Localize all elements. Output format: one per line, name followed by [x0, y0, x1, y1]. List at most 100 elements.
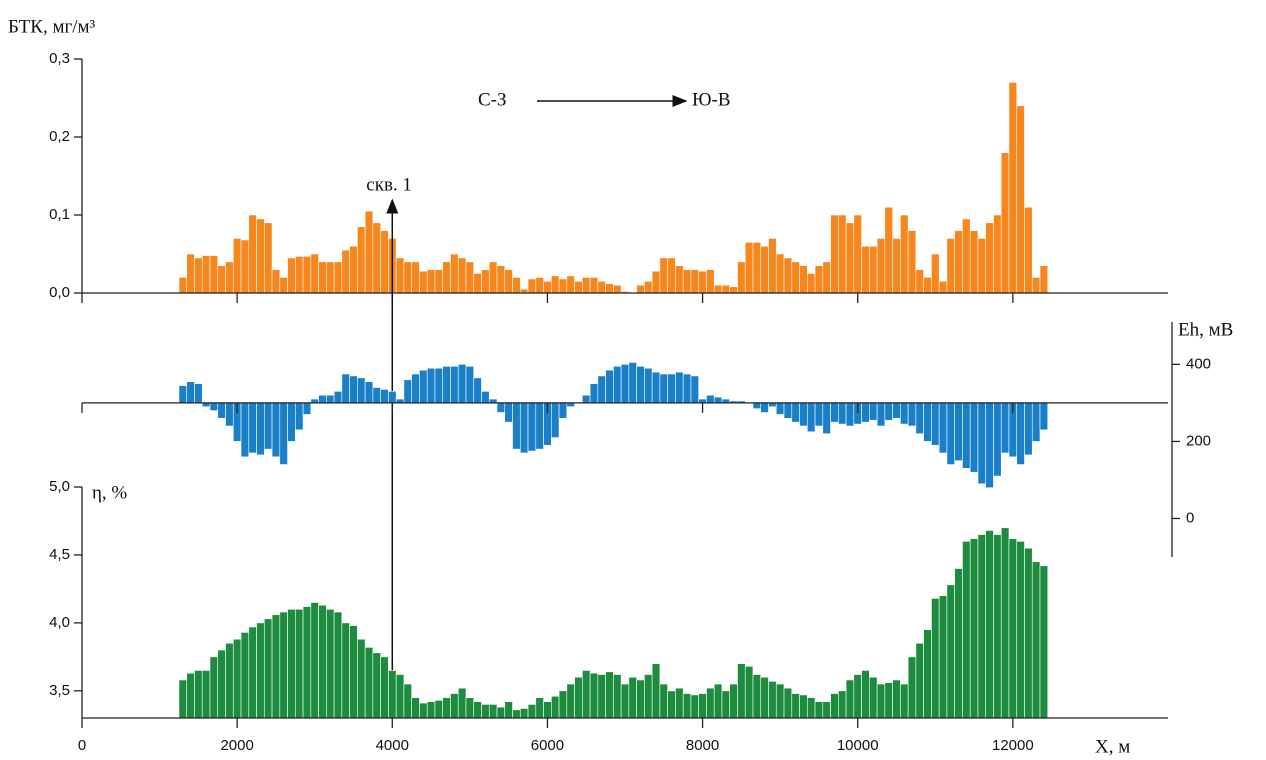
bar — [566, 275, 575, 294]
bar — [628, 676, 637, 719]
bar — [186, 381, 195, 404]
bar — [225, 402, 234, 427]
bar — [357, 638, 366, 719]
bar — [977, 534, 987, 719]
bar — [690, 269, 699, 294]
bar — [403, 379, 412, 404]
bar — [822, 261, 831, 294]
bar — [845, 679, 855, 719]
x-tick-label: 10000 — [837, 737, 879, 754]
bar — [582, 277, 591, 294]
bar — [845, 402, 855, 427]
bar — [651, 371, 661, 404]
bar — [613, 366, 622, 404]
bar — [636, 366, 645, 404]
bar — [527, 704, 537, 719]
bar — [737, 663, 746, 719]
bar — [900, 683, 909, 719]
y-tick-label: 0,1 — [49, 206, 70, 223]
bar — [457, 687, 467, 719]
bar — [217, 265, 226, 294]
bar — [488, 704, 498, 719]
bar — [830, 693, 839, 719]
bar — [760, 245, 769, 294]
bar — [744, 666, 754, 719]
bar — [907, 656, 917, 719]
bar — [1031, 402, 1041, 442]
bar — [713, 284, 723, 294]
bar — [535, 697, 544, 719]
bar — [682, 693, 692, 719]
bar — [993, 534, 1002, 719]
bar — [240, 239, 250, 294]
bar — [915, 269, 924, 294]
bar — [589, 277, 599, 294]
bar — [256, 402, 265, 456]
bar — [411, 373, 420, 404]
bar — [589, 383, 599, 404]
bar — [364, 381, 374, 404]
bar — [884, 682, 893, 719]
bar — [582, 670, 591, 719]
bar — [690, 694, 699, 719]
bar — [310, 602, 319, 719]
bar — [969, 230, 979, 294]
bar — [186, 253, 195, 294]
bar — [248, 402, 257, 454]
bar — [263, 402, 273, 450]
bar — [760, 402, 769, 413]
bar — [341, 373, 350, 404]
bar — [946, 584, 955, 719]
bar — [364, 647, 374, 719]
bar — [457, 364, 467, 404]
bar — [830, 214, 839, 294]
bar — [1000, 152, 1010, 294]
bar — [721, 690, 731, 719]
bar — [597, 375, 606, 404]
bar — [527, 402, 537, 452]
bar — [962, 541, 971, 719]
y-tick-label: 0,0 — [49, 284, 70, 301]
bar — [597, 674, 606, 719]
bar — [194, 257, 203, 294]
bar — [287, 608, 296, 719]
bar — [535, 277, 544, 294]
bar — [675, 687, 684, 719]
bar — [651, 663, 661, 719]
bar — [326, 608, 335, 719]
bar — [814, 265, 824, 294]
bar — [938, 595, 948, 719]
bar — [969, 538, 979, 719]
bar — [318, 394, 327, 404]
bar — [806, 402, 816, 433]
bar — [426, 367, 436, 404]
bar — [876, 683, 886, 719]
bar — [512, 709, 521, 719]
bar — [838, 690, 847, 719]
bar — [248, 214, 257, 294]
bar — [954, 402, 963, 461]
bar — [326, 261, 335, 294]
bar — [752, 402, 762, 409]
bar — [194, 670, 203, 719]
bar — [1016, 541, 1025, 719]
bar — [388, 670, 397, 719]
bar — [985, 530, 994, 719]
bar — [1039, 565, 1049, 719]
bar — [326, 394, 335, 404]
bar — [279, 402, 288, 465]
bar — [636, 284, 645, 294]
y-title: БТК, мг/м³ — [8, 16, 96, 37]
bar — [954, 568, 963, 719]
bar — [504, 269, 513, 294]
bar — [993, 402, 1002, 477]
bar — [938, 280, 948, 294]
bar — [574, 280, 583, 294]
bar — [884, 206, 893, 294]
bar — [644, 280, 653, 294]
bar — [434, 367, 444, 404]
bar — [465, 261, 475, 294]
bar — [1024, 402, 1033, 456]
y-tick-label: 200 — [1186, 432, 1211, 449]
bar — [302, 606, 312, 719]
